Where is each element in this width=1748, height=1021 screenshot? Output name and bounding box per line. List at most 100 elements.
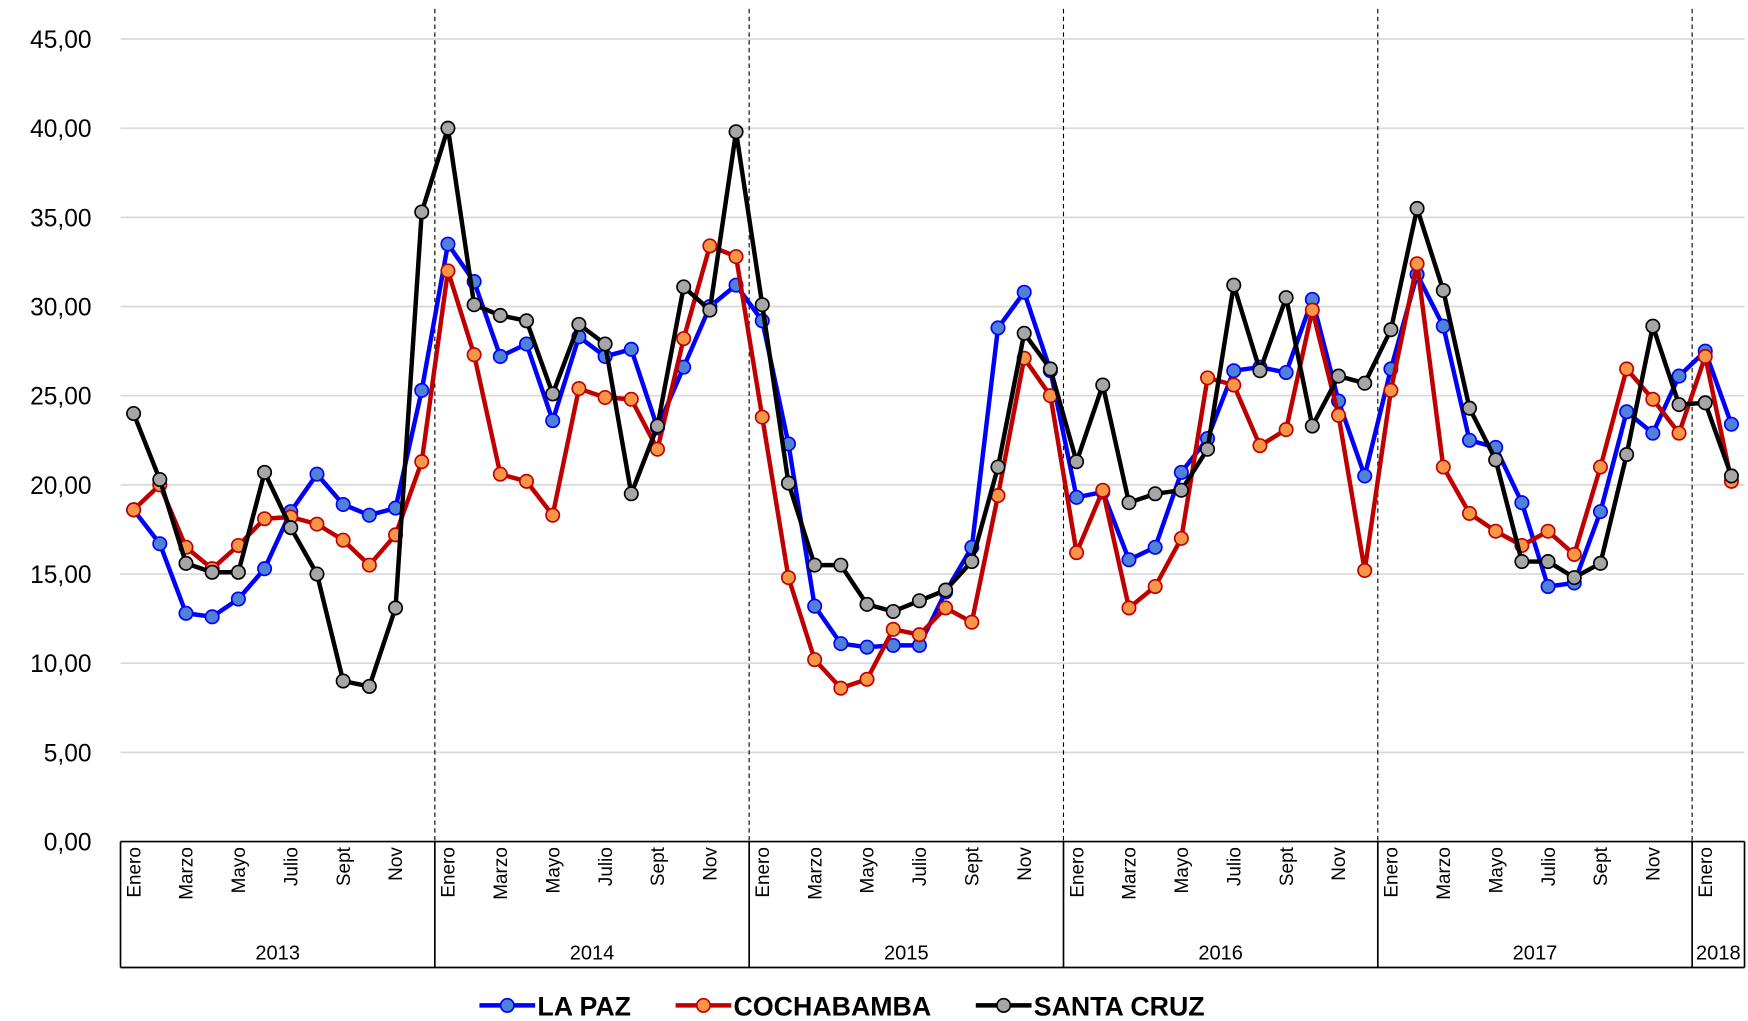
x-tick-label: Nov	[701, 847, 722, 881]
data-point	[361, 507, 377, 523]
group-label: 2013	[255, 943, 300, 965]
data-point	[1592, 504, 1608, 520]
data-point	[388, 600, 404, 616]
data-point	[911, 627, 927, 643]
data-point	[1121, 552, 1137, 568]
data-point	[1357, 562, 1373, 578]
data-point	[1723, 416, 1739, 432]
data-point	[1645, 391, 1661, 407]
data-point	[1147, 578, 1163, 595]
data-point	[623, 486, 639, 502]
data-point	[1095, 482, 1111, 498]
data-point	[1016, 284, 1032, 300]
x-tick-label: Julio	[596, 847, 617, 886]
data-point	[833, 636, 849, 652]
data-point	[518, 313, 535, 329]
data-point	[1042, 361, 1058, 377]
data-point	[1330, 368, 1347, 384]
data-point	[1252, 363, 1268, 379]
data-point	[309, 566, 325, 582]
data-point	[1121, 600, 1137, 616]
data-point	[152, 536, 168, 552]
data-point	[1173, 464, 1189, 480]
data-point	[1200, 441, 1216, 457]
y-tick-label: 20,00	[30, 473, 91, 500]
data-point	[257, 561, 273, 577]
legend-label: SANTA CRUZ	[1034, 991, 1205, 1021]
data-point	[676, 331, 692, 347]
data-point	[1095, 377, 1111, 393]
y-tick-label: 30,00	[30, 294, 91, 321]
data-point	[1069, 489, 1085, 505]
data-point	[178, 605, 194, 621]
data-point	[1357, 375, 1373, 391]
data-point	[649, 441, 666, 457]
data-point	[309, 516, 325, 532]
y-tick-label: 0,00	[44, 829, 92, 856]
data-point	[1435, 459, 1451, 475]
x-tick-label: Sept	[648, 846, 669, 886]
x-tick-label: Nov	[1644, 847, 1665, 881]
data-point	[1514, 495, 1530, 511]
legend-marker	[695, 997, 711, 1013]
x-tick-label: Enero	[1067, 847, 1088, 898]
data-point	[911, 593, 927, 609]
data-point	[545, 507, 561, 523]
data-point	[833, 557, 849, 573]
data-point	[833, 680, 849, 696]
data-point	[1514, 554, 1530, 570]
data-point	[807, 652, 823, 668]
group-label: 2017	[1513, 943, 1558, 965]
y-tick-label: 25,00	[30, 384, 91, 411]
data-point	[780, 570, 796, 586]
data-point	[938, 600, 954, 616]
x-tick-label: Enero	[1696, 847, 1717, 898]
data-point	[1383, 382, 1399, 398]
data-point	[1540, 523, 1556, 539]
data-point	[754, 297, 770, 313]
data-point	[1435, 282, 1451, 298]
data-point	[257, 511, 273, 527]
x-tick-label: Julio	[281, 847, 302, 886]
data-point	[1671, 368, 1687, 384]
data-point	[492, 348, 508, 364]
legend-marker	[996, 997, 1012, 1013]
x-tick-label: Marzo	[177, 847, 198, 900]
data-point	[859, 596, 875, 612]
data-point	[649, 418, 666, 434]
x-tick-label: Nov	[386, 847, 407, 881]
data-point	[702, 238, 718, 254]
data-point	[204, 609, 220, 625]
data-point	[1488, 523, 1504, 539]
data-point	[414, 204, 430, 220]
data-point	[728, 249, 744, 265]
data-point	[1540, 578, 1556, 595]
data-point	[335, 532, 351, 548]
x-tick-label: Sept	[334, 846, 355, 886]
data-point	[571, 316, 587, 332]
data-point	[1173, 482, 1189, 498]
data-point	[335, 496, 351, 513]
data-point	[204, 564, 220, 580]
data-point	[545, 413, 561, 429]
data-point	[571, 381, 587, 397]
data-point	[1383, 322, 1399, 338]
data-point	[440, 263, 456, 279]
x-tick-label: Julio	[1539, 847, 1560, 886]
data-point	[1461, 505, 1478, 521]
data-point	[466, 347, 482, 363]
data-point	[1619, 361, 1635, 377]
data-point	[1409, 256, 1425, 272]
data-point	[1147, 486, 1163, 502]
data-point	[1409, 200, 1425, 216]
legend-marker	[499, 997, 515, 1013]
x-tick-label: Enero	[753, 847, 774, 898]
data-point	[1592, 555, 1608, 571]
data-point	[1226, 363, 1242, 379]
data-point	[466, 297, 482, 313]
data-point	[230, 564, 246, 580]
data-point	[545, 386, 561, 402]
data-point	[1671, 425, 1687, 441]
data-point	[1697, 348, 1713, 364]
data-point	[257, 464, 273, 480]
